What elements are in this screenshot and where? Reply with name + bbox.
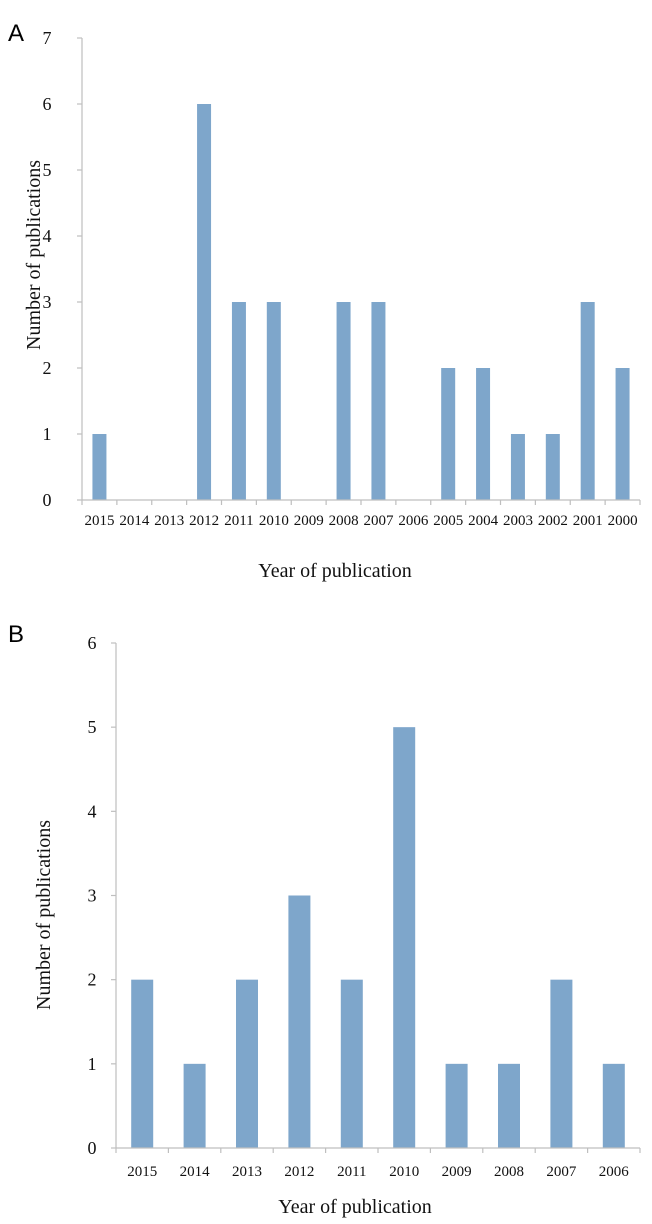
panel-b-x-tick-label: 2009 [442,1164,472,1180]
panel-a-x-tick-label: 2000 [608,513,638,529]
panel-b-y-tick-label: 3 [88,886,97,906]
panel-b-x-tick-label: 2013 [232,1164,262,1180]
panel-a-bar [580,302,595,500]
panel-b-y-tick-label: 1 [88,1054,97,1074]
panel-a-bar [545,434,560,500]
panel-b-bar [602,1063,625,1148]
panel-b-y-tick-label: 5 [88,717,97,737]
panel-b-x-tick-label: 2014 [180,1164,211,1180]
panel-b-x-tick-label: 2006 [599,1164,630,1180]
panel-a-x-tick-label: 2015 [84,513,114,529]
panel-a-bar [371,302,386,500]
panel-a-x-tick-label: 2008 [329,513,359,529]
panel-b-y-axis-title: Number of publications [33,820,55,1010]
panel-a-x-tick-label: 2009 [294,513,324,529]
panel-b-y-tick-label: 2 [88,970,97,990]
panel-a-bar [266,302,281,500]
panel-b-bar [183,1063,206,1148]
panel-a-x-tick-label: 2012 [189,513,219,529]
panel-a-bars [92,104,630,500]
panel-a-y-ticks: 0 1 2 3 4 5 6 7 [43,28,52,510]
panel-b-x-tick-label: 2011 [337,1164,366,1180]
panel-a-letter: A [8,20,24,47]
panel-a-y-tick-label: 3 [43,292,52,312]
panel-a-x-axis-title: Year of publication [258,560,412,582]
panel-a-x-ticks: 2015 2014 2013 2012 2011 2010 2009 2008 2007 2006… [84,513,637,529]
panel-a-y-tick-label: 2 [43,358,52,378]
panel-a-x-tick-label: 2002 [538,513,568,529]
panel-b-bar [445,1063,468,1148]
panel-a-bar [336,302,351,500]
panel-a-x-tick-label: 2006 [398,513,429,529]
panel-b-bar [550,979,573,1148]
panel-b-bar [340,979,363,1148]
panel-b-bar [498,1063,520,1148]
panel-a-y-tick-label: 6 [43,94,52,114]
panel-a-x-tick-label: 2001 [573,513,603,529]
panel-a-bar [476,368,491,500]
panel-b-bar [236,979,258,1148]
panel-a-bar [197,104,212,500]
panel-b-x-tick-label: 2008 [494,1164,524,1180]
panel-b-x-tick-label: 2007 [546,1164,577,1180]
panel-a-x-tick-label: 2003 [503,513,533,529]
panel-b-y-tick-label: 6 [88,633,97,653]
panel-b-chart: B Number of publications Year of publica… [8,621,641,1218]
panel-b-x-tick-label: 2010 [389,1164,419,1180]
panel-b-y-tick-label: 4 [88,801,97,821]
panel-a-y-tick-label: 7 [43,28,52,48]
panel-a-x-tick-label: 2005 [433,513,463,529]
panel-a-bar [92,434,107,500]
panel-a-chart: A Number of publications Year of publica… [8,20,641,582]
panel-a-x-tick-label: 2014 [119,513,150,529]
panel-a-y-axis-title: Number of publications [23,160,45,350]
panel-a-bar [510,434,525,500]
panel-b-bar [393,727,416,1148]
panel-a-bar [441,368,456,500]
panel-b-y-ticks: 0 1 2 3 4 5 6 [88,633,97,1158]
panel-b-y-tick-label: 0 [88,1138,97,1158]
panel-a-x-tick-label: 2007 [363,513,394,529]
panel-a-bar [615,368,630,500]
panel-b-x-tick-label: 2015 [127,1164,157,1180]
panel-a-y-tick-label: 0 [43,490,52,510]
panel-b-bar [288,895,311,1148]
panel-a-y-tick-label: 4 [43,226,52,246]
panel-b-x-tick-label: 2012 [284,1164,314,1180]
panel-b-x-ticks: 2015 2014 2013 2012 2011 2010 2009 2008 2007 2006 [127,1164,629,1180]
panel-b-x-axis-title: Year of publication [278,1196,432,1218]
panel-b-bars [131,727,625,1148]
panel-a-x-tick-label: 2011 [224,513,253,529]
panel-a-x-tick-label: 2004 [468,513,499,529]
panel-a-x-tick-label: 2010 [259,513,289,529]
panel-b-axes [111,642,641,1153]
panel-b-bar [131,979,154,1148]
panel-a-axes [77,37,641,505]
panel-a-x-tick-label: 2013 [154,513,184,529]
panel-a-bar [231,302,246,500]
panel-a-y-tick-label: 5 [43,160,52,180]
panel-a-y-tick-label: 1 [43,424,52,444]
panel-b-letter: B [8,621,24,648]
